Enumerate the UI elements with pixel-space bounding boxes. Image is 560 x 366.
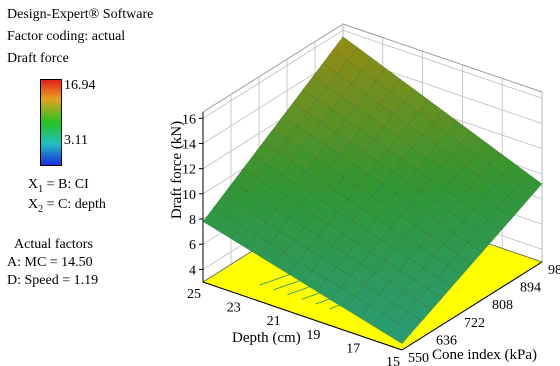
surface-cell [517,173,543,196]
surface-cell [432,110,457,134]
surface-cell [361,57,386,82]
factor-d-value: D: Speed = 1.19 [7,273,99,288]
x1-text: = B: CI [43,177,89,192]
x-tick-label: 808 [492,298,513,313]
software-label: Design-Expert® Software [7,7,154,22]
chart-axes [202,112,543,351]
y-axis-line [202,281,403,351]
grid-line [202,29,344,119]
response-surface [202,36,543,344]
x-tick-label: 722 [464,316,485,331]
x-tick-label: 636 [436,333,457,348]
x1-subscript: 1 [38,183,44,195]
tick-labels: 4 6 8 10 12 14 16 25 23 21 19 17 15 550 636 722 808 894 98… [182,112,560,366]
x2-subscript: 2 [38,203,44,215]
y-tick-label: 15 [386,355,400,366]
x-axis-title: Cone index (kPa) [432,347,537,363]
y-tick-label: 25 [187,287,201,302]
x2-symbol: X [28,197,39,212]
y-tick-label: 21 [267,314,281,329]
z-tick-label: 10 [182,188,196,203]
z-axis-title: Draft force (kN) [169,121,185,219]
z-tick-label: 4 [189,263,196,278]
x2-definition: X2 = C: depth [28,197,106,218]
y-tick-label: 17 [346,341,360,356]
surface-cell [375,67,401,92]
surface-cell [446,120,472,144]
surface-cell [460,131,486,155]
scale-max-label: 16.94 [64,78,96,93]
x1-definition: X1 = B: CI [28,177,89,198]
z-tick-label: 12 [182,163,196,178]
y-axis-title: Depth (cm) [232,330,301,346]
scale-min-label: 3.11 [64,133,88,148]
contour-line [259,262,433,286]
grid-line [342,29,543,99]
z-tick-label: 6 [189,238,196,253]
response-name: Draft force [7,51,69,66]
x-tick-label: 550 [408,351,429,366]
actual-factors-title: Actual factors [14,237,93,252]
x1-symbol: X [28,177,39,192]
surface-cell [418,99,443,123]
surface-cell [474,141,500,165]
x-tick-label: 980 [548,263,560,278]
z-tick-label: 16 [182,112,196,127]
surface-cell [403,88,429,113]
y-tick-label: 23 [227,301,241,316]
factor-a-value: A: MC = 14.50 [7,255,93,270]
z-tick-label: 8 [189,213,196,228]
surface-cell [389,78,415,103]
z-tick-label: 14 [182,137,196,152]
factor-coding-label: Factor coding: actual [7,29,126,44]
x2-text: = C: depth [43,197,106,212]
surface-cell [346,46,372,71]
surface-cell [332,36,358,61]
x-axis-line [401,261,543,351]
y-tick-label: 19 [306,328,320,343]
color-scale-bar [40,79,62,166]
x-tick-label: 894 [520,281,541,296]
